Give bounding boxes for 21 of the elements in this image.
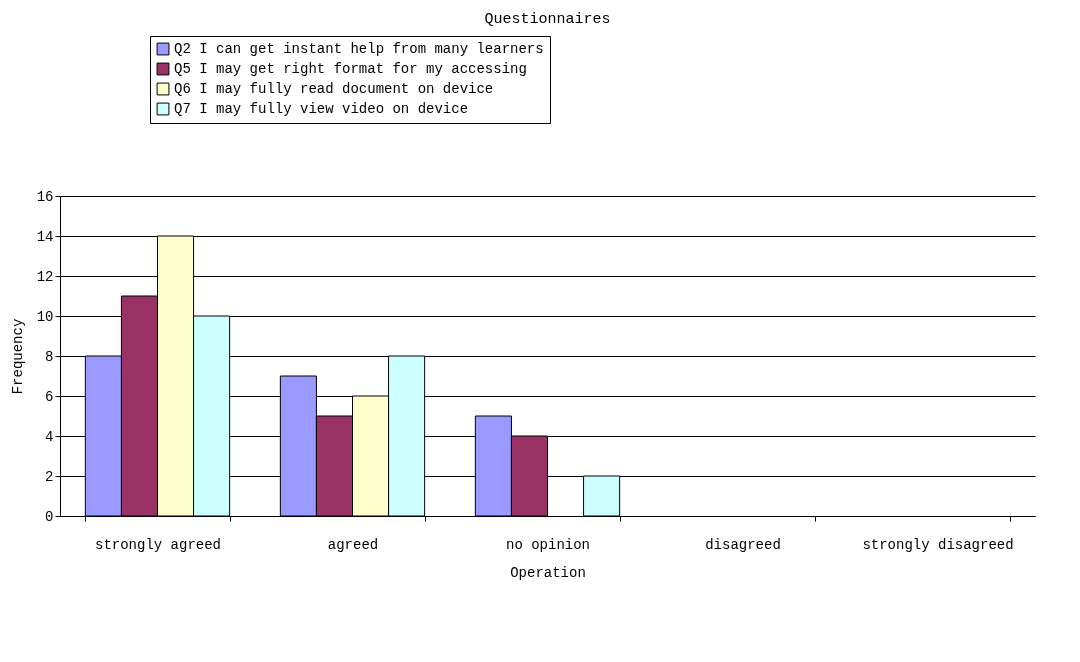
y-tick-label: 6 [45, 388, 54, 405]
legend-label: Q7 I may fully view video on device [174, 101, 469, 117]
y-tick-label: 16 [36, 188, 54, 205]
y-tick-label: 8 [45, 348, 54, 365]
legend-label: Q6 I may fully read document on device [174, 81, 494, 97]
legend-label: Q5 I may get right format for my accessing [174, 61, 527, 77]
y-axis-title: Frequency [9, 318, 26, 395]
y-tick-label: 2 [45, 468, 54, 485]
chart-title: Questionnaires [484, 10, 611, 28]
y-tick-label: 0 [45, 508, 54, 525]
x-tick-label: no opinion [505, 536, 591, 553]
x-tick-label: agreed [327, 536, 379, 553]
x-tick-label: strongly agreed [94, 536, 222, 553]
y-tick-label: 12 [36, 268, 54, 285]
x-tick-label: strongly disagreed [862, 536, 1014, 553]
x-tick-label: disagreed [705, 536, 781, 553]
y-tick-label: 4 [45, 428, 54, 445]
legend-label: Q2 I can get instant help from many learners [174, 41, 544, 57]
x-axis-title: Operation [510, 564, 586, 581]
y-tick-label: 14 [36, 228, 54, 245]
y-tick-label: 10 [36, 308, 54, 325]
